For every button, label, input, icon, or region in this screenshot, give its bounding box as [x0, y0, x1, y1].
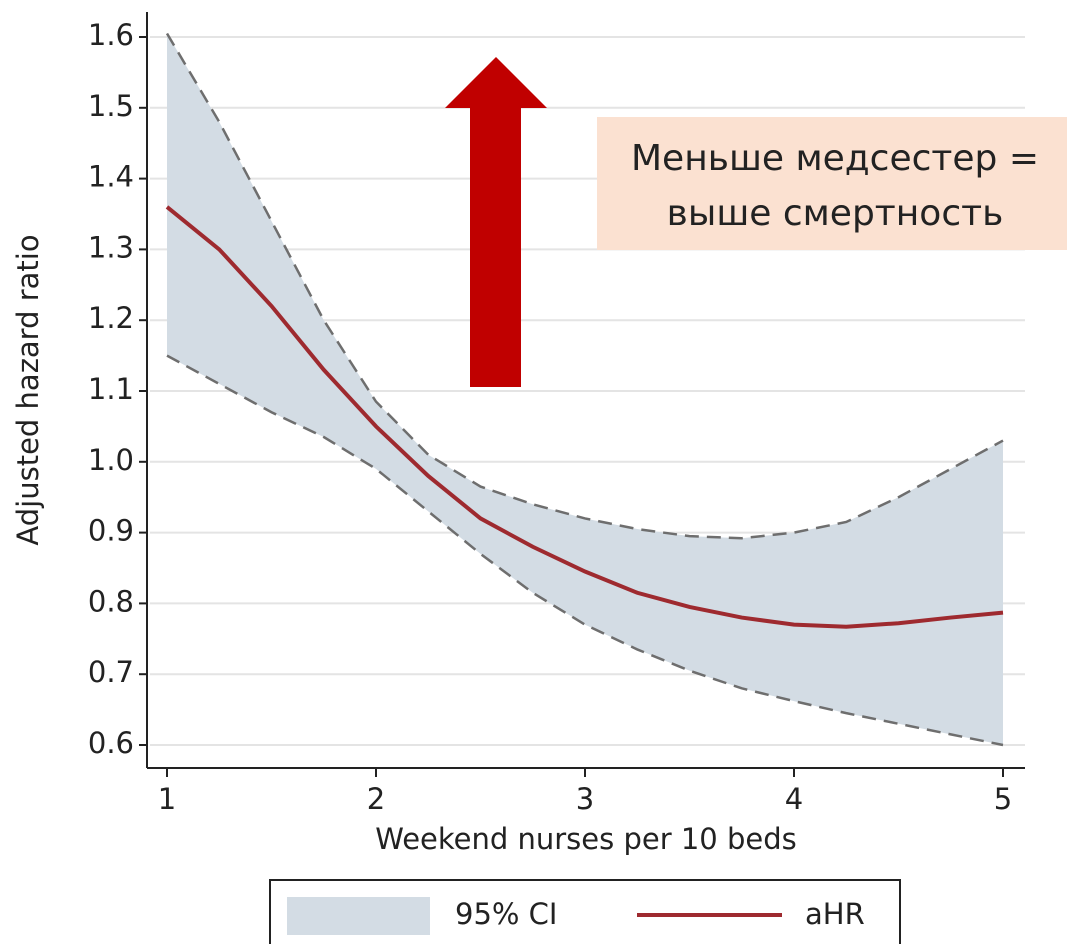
- legend-swatch: [287, 897, 430, 935]
- annotation-line: выше смертность: [667, 193, 1004, 234]
- plot-layer: [150, 32, 1025, 747]
- x-tick-label: 2: [367, 782, 385, 816]
- y-tick-label: 0.9: [88, 514, 134, 548]
- x-tick-label: 1: [158, 782, 176, 816]
- ci-band: [167, 33, 1003, 745]
- y-tick-label: 1.1: [88, 372, 134, 406]
- y-axis-title: Adjusted hazard ratio: [11, 234, 45, 545]
- x-tick-label: 4: [785, 782, 803, 816]
- arrow: [445, 57, 547, 387]
- ahr-line: [165, 205, 1004, 629]
- annotation-line: Меньше медсестер =: [631, 138, 1039, 179]
- y-tick-label: 1.4: [88, 160, 134, 194]
- legend-label: aHR: [805, 897, 865, 931]
- ci-upper-line: [165, 32, 1004, 540]
- y-tick-label: 0.7: [88, 655, 134, 689]
- x-tick-label: 3: [576, 782, 594, 816]
- legend-label: 95% CI: [455, 897, 557, 931]
- annotation-box: [597, 117, 1067, 250]
- y-tick-label: 1.6: [88, 18, 134, 52]
- x-tick-label: 5: [994, 782, 1012, 816]
- x-axis-title: Weekend nurses per 10 beds: [375, 822, 797, 856]
- y-tick-label: 1.3: [88, 230, 134, 264]
- y-tick-label: 1.0: [88, 443, 134, 477]
- y-tick-label: 1.2: [88, 301, 134, 335]
- y-tick-label: 0.6: [88, 726, 134, 760]
- y-tick-label: 1.5: [88, 89, 134, 123]
- y-tick-label: 0.8: [88, 584, 134, 618]
- ci-lower-line: [166, 354, 1004, 747]
